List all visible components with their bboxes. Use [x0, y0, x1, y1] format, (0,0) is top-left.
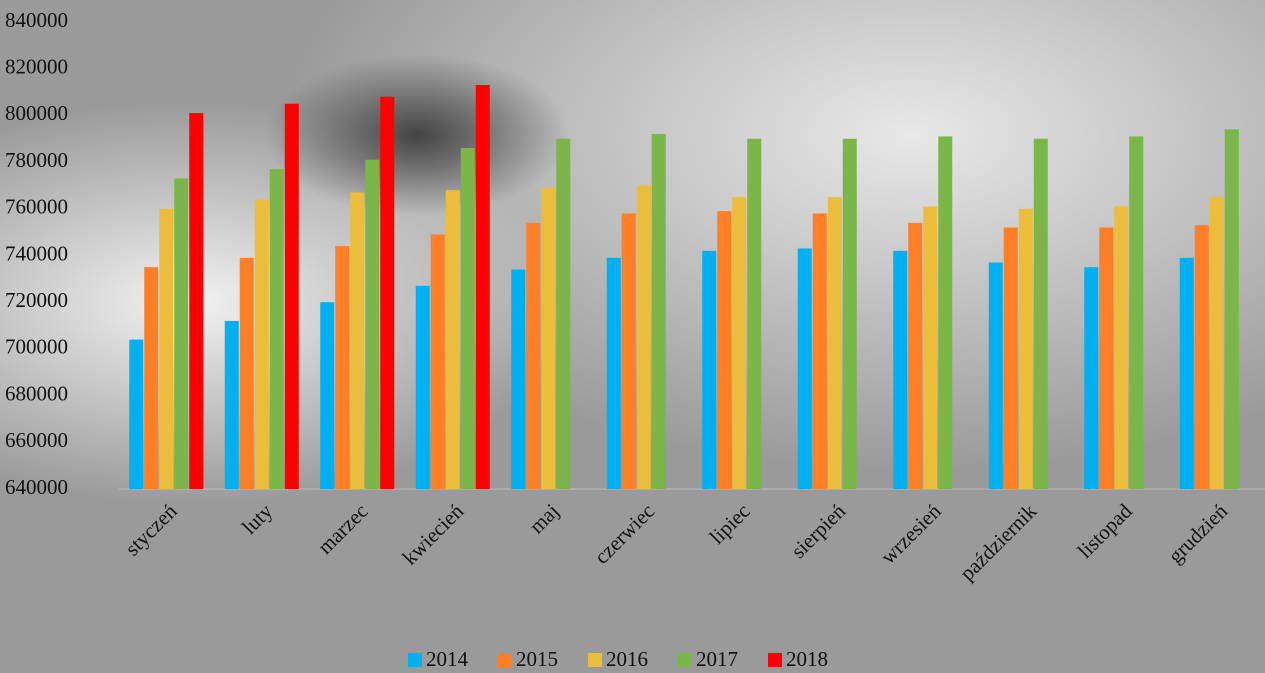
- bar: [526, 222, 541, 489]
- bar: [239, 257, 254, 489]
- y-tick-label: 720000: [5, 288, 68, 312]
- bar: [335, 246, 350, 489]
- bar: [1129, 136, 1144, 490]
- legend-swatch: [678, 653, 692, 667]
- bar: [445, 190, 460, 489]
- bar: [556, 138, 571, 489]
- bar: [621, 213, 636, 489]
- bar: [254, 199, 269, 489]
- bar: [541, 187, 556, 489]
- bar: [129, 339, 144, 489]
- bar: [893, 250, 908, 489]
- y-tick-label: 780000: [5, 148, 68, 172]
- bar: [1099, 227, 1114, 490]
- y-tick-label: 800000: [5, 101, 68, 125]
- y-tick-label: 700000: [5, 335, 68, 359]
- bar: [827, 197, 842, 489]
- bar: [636, 185, 651, 489]
- bar: [702, 250, 717, 489]
- bar: [1224, 129, 1239, 489]
- bar: [1003, 227, 1018, 490]
- y-tick-label: 680000: [5, 381, 68, 405]
- legend-swatch: [768, 653, 782, 667]
- legend-label: 2017: [696, 647, 738, 671]
- bar: [842, 138, 857, 489]
- y-tick-label: 640000: [5, 475, 68, 499]
- legend-swatch: [498, 653, 512, 667]
- bar: [717, 211, 732, 489]
- bar: [144, 267, 159, 489]
- legend-label: 2015: [516, 647, 558, 671]
- bar: [1084, 267, 1099, 489]
- bar: [651, 134, 666, 489]
- bar: [430, 234, 445, 489]
- bar: [365, 159, 380, 489]
- bar: [812, 213, 827, 489]
- y-tick-label: 820000: [5, 55, 68, 79]
- bar: [380, 96, 395, 489]
- bar: [475, 85, 490, 490]
- bar: [1194, 225, 1209, 489]
- legend-label: 2016: [606, 647, 648, 671]
- bar: [908, 222, 923, 489]
- bar: [350, 192, 365, 489]
- legend-swatch: [588, 653, 602, 667]
- bar: [1114, 206, 1129, 489]
- bar: [938, 136, 953, 490]
- bar: [747, 138, 762, 489]
- bar: [224, 320, 239, 489]
- bar: [606, 257, 621, 489]
- legend-label: 2018: [786, 647, 828, 671]
- bar: [1209, 197, 1224, 489]
- y-tick-label: 840000: [5, 8, 68, 32]
- bar: [511, 269, 526, 489]
- bar: [415, 285, 430, 489]
- legend-label: 2014: [426, 647, 469, 671]
- bar: [732, 197, 747, 489]
- bar: [923, 206, 938, 489]
- bar: [174, 178, 189, 489]
- y-tick-label: 660000: [5, 428, 68, 452]
- y-tick-label: 740000: [5, 241, 68, 265]
- y-tick-label: 760000: [5, 195, 68, 219]
- bar: [284, 103, 299, 489]
- bar: [1018, 208, 1033, 490]
- bar: [460, 148, 475, 489]
- bar: [797, 248, 812, 489]
- bar: [1179, 257, 1194, 489]
- legend-swatch: [408, 653, 422, 667]
- bar: [1033, 138, 1048, 489]
- bar: [189, 113, 204, 489]
- bar: [159, 208, 174, 490]
- bar: [320, 302, 335, 489]
- bar: [988, 262, 1003, 489]
- bar: [269, 169, 284, 490]
